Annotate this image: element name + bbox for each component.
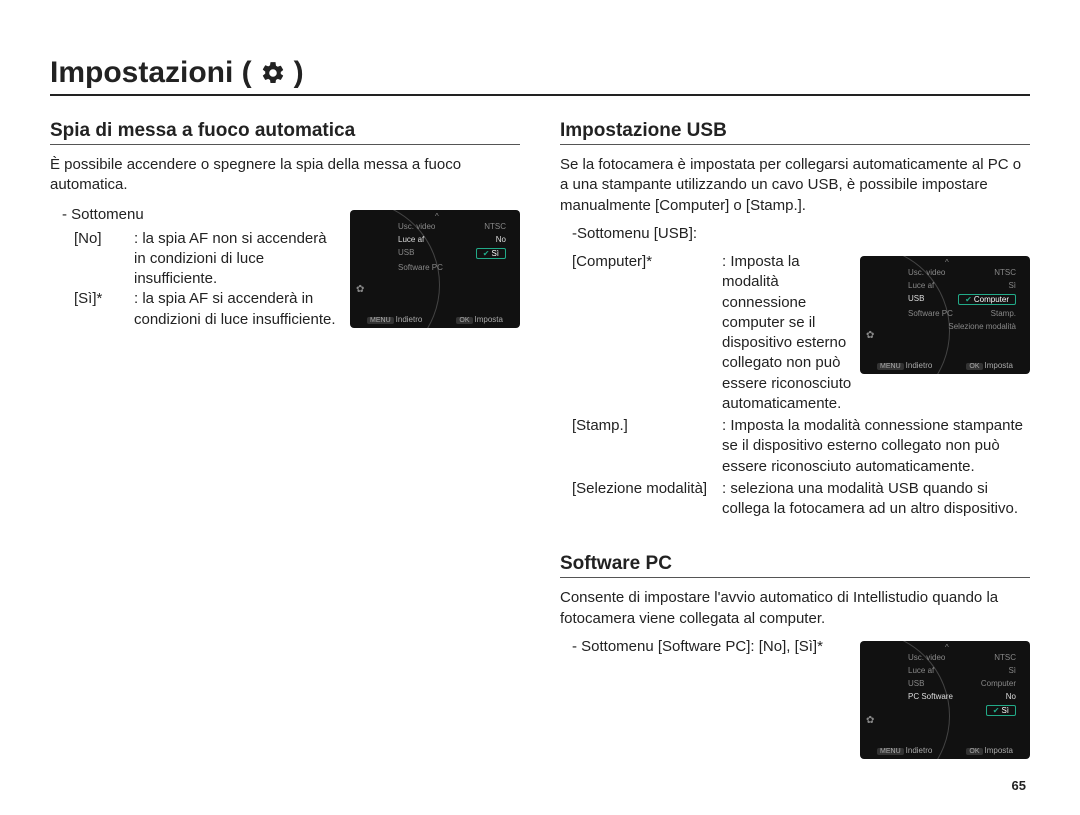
menu-row: USBComputer [898,677,1024,690]
page-title-text: Impostazioni ( [50,56,252,90]
menu-row: Usc. videoNTSC [898,266,1024,279]
section-usb: Impostazione USB Se la fotocamera è impo… [560,120,1030,519]
focus-lamp-intro: È possibile accendere o spegnere la spia… [50,155,520,196]
softpc-intro: Consente di impostare l'avvio automatico… [560,588,1030,629]
camera-screen-focus-lamp: ^ ✿ Usc. videoNTSC Luce afNo USB✔Sì Soft… [350,210,520,328]
menu-row: USB✔Computer [898,292,1024,307]
def-val: : Imposta la modalità connessione stampa… [722,416,1030,477]
gear-icon: ✿ [866,330,874,341]
menu-row: Selezione modalità [898,320,1024,333]
page-title: Impostazioni ( ) [50,56,1030,96]
menu-list: Usc. videoNTSC Luce afSì USBComputer PC … [898,651,1024,718]
menu-row: Luce afNo [388,233,514,246]
menu-row: ✔Sì [898,703,1024,718]
def-key: [Computer]* [572,252,722,414]
menu-row: PC SoftwareNo [898,690,1024,703]
usb-submenu-label: -Sottomenu [USB]: [572,224,1030,244]
menu-list: Usc. videoNTSC Luce afSì USB✔Computer So… [898,266,1024,333]
highlighted-option: ✔Sì [986,705,1016,716]
section-software-pc: Software PC Consente di impostare l'avvi… [560,553,1030,759]
def-key: [Selezione modalità] [572,479,722,520]
option-key: [Sì]* [74,289,134,330]
option-row: [No] : la spia AF non si accenderà in co… [74,229,342,290]
screen-footer: MENUIndietro OKImposta [860,361,1030,370]
section-focus-lamp: Spia di messa a fuoco automatica È possi… [50,120,520,330]
check-icon: ✔ [993,706,1000,715]
screen-footer: MENUIndietro OKImposta [350,315,520,324]
screen-footer: MENUIndietro OKImposta [860,746,1030,755]
section-heading-focus-lamp: Spia di messa a fuoco automatica [50,120,520,145]
camera-screen-usb: ^ ✿ Usc. videoNTSC Luce afSì USB✔Compute… [860,256,1030,374]
definition-row: [Selezione modalità] : seleziona una mod… [572,479,1030,520]
definition-row: [Computer]* : Imposta la modalità connes… [572,252,852,414]
menu-row: Software PC [388,261,514,274]
def-val: : Imposta la modalità connessione comput… [722,252,852,414]
option-val: : la spia AF non si accenderà in condizi… [134,229,342,290]
highlighted-option: ✔Computer [958,294,1016,305]
menu-list: Usc. videoNTSC Luce afNo USB✔Sì Software… [388,220,514,274]
definition-row: [Stamp.] : Imposta la modalità connessio… [572,416,1030,477]
option-row: [Sì]* : la spia AF si accenderà in condi… [74,289,342,330]
check-icon: ✔ [965,295,972,304]
gear-icon: ✿ [356,284,364,295]
right-column: Impostazione USB Se la fotocamera è impo… [560,120,1030,793]
menu-row: Software PCStamp. [898,307,1024,320]
menu-row: Luce afSì [898,664,1024,677]
gear-icon [260,60,286,86]
check-icon: ✔ [483,249,490,258]
menu-row: USB✔Sì [388,246,514,261]
menu-row: Usc. videoNTSC [898,651,1024,664]
section-heading-usb: Impostazione USB [560,120,1030,145]
camera-screen-softpc: ^ ✿ Usc. videoNTSC Luce afSì USBComputer… [860,641,1030,759]
highlighted-option: ✔Sì [476,248,506,259]
menu-row: Usc. videoNTSC [388,220,514,233]
menu-row: Luce afSì [898,279,1024,292]
def-val: : seleziona una modalità USB quando si c… [722,479,1030,520]
page-title-suffix: ) [294,56,304,90]
gear-icon: ✿ [866,715,874,726]
option-key: [No] [74,229,134,290]
option-val: : la spia AF si accenderà in condizioni … [134,289,342,330]
page-number: 65 [1012,778,1026,793]
usb-intro: Se la fotocamera è impostata per collega… [560,155,1030,216]
section-heading-softpc: Software PC [560,553,1030,578]
left-column: Spia di messa a fuoco automatica È possi… [50,120,520,793]
def-key: [Stamp.] [572,416,722,477]
